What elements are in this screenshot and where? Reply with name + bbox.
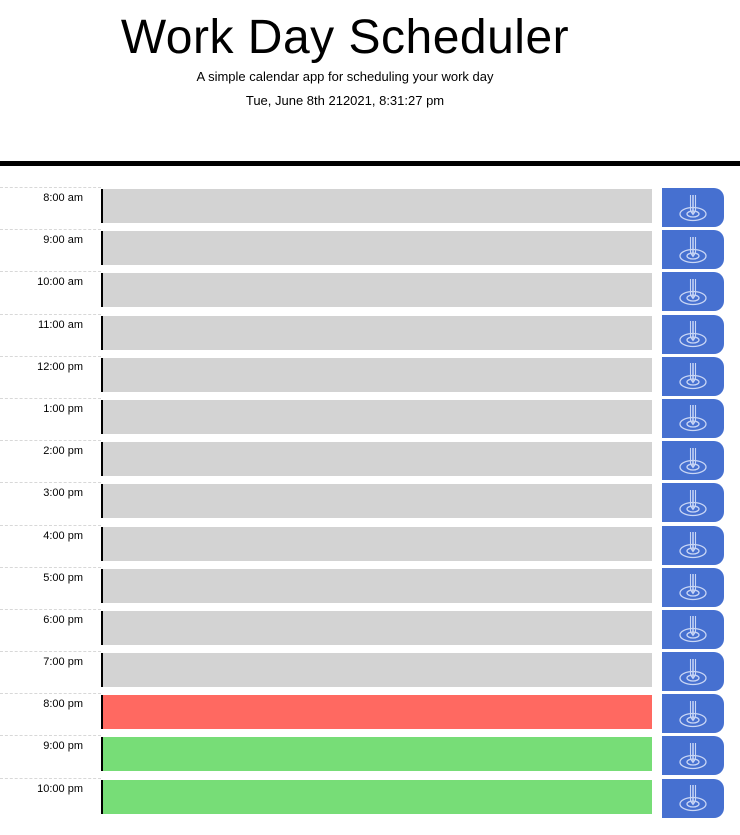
time-block-row: 1:00 pm (0, 397, 740, 440)
save-pin-icon (679, 742, 707, 770)
save-button[interactable] (662, 314, 724, 354)
time-block-row: 10:00 am (0, 271, 740, 313)
time-block-row: 7:00 pm (0, 651, 740, 693)
save-pin-icon (679, 363, 707, 390)
save-pin-icon (679, 532, 707, 559)
time-block-row: 6:00 pm (0, 608, 740, 651)
save-button[interactable] (662, 694, 724, 734)
hour-label: 7:00 pm (0, 651, 101, 692)
event-description-input[interactable] (101, 189, 652, 223)
save-pin-icon (679, 658, 707, 685)
time-block-row: 12:00 pm (0, 355, 740, 398)
time-block-row: 5:00 pm (0, 566, 740, 609)
save-pin-icon (679, 700, 707, 727)
save-button[interactable] (662, 483, 724, 523)
event-description-input[interactable] (101, 568, 652, 603)
event-description-input[interactable] (101, 273, 652, 308)
time-block-row: 3:00 pm (0, 482, 740, 524)
hour-label: 6:00 pm (0, 608, 101, 650)
current-datetime: Tue, June 8th 212021, 8:31:27 pm (245, 93, 445, 108)
event-description-input[interactable] (101, 442, 652, 477)
page-header: Work Day Scheduler A simple calendar app… (0, 0, 740, 158)
hour-label: 3:00 pm (0, 482, 101, 523)
save-pin-icon (679, 236, 707, 263)
event-description-input[interactable] (101, 779, 652, 814)
time-block-row: 9:00 pm (0, 735, 740, 777)
event-description-input[interactable] (101, 357, 652, 392)
hour-label: 10:00 am (0, 271, 101, 312)
hour-label: 5:00 pm (0, 566, 101, 608)
save-pin-icon (679, 321, 707, 348)
event-description-input[interactable] (101, 695, 652, 730)
save-pin-icon (679, 278, 707, 306)
hour-label: 11:00 am (0, 313, 101, 355)
save-pin-icon (679, 616, 707, 643)
hour-label: 8:00 am (0, 187, 101, 228)
event-description-input[interactable] (101, 737, 652, 772)
save-button[interactable] (662, 652, 724, 692)
page-subtitle: A simple calendar app for scheduling you… (196, 69, 494, 84)
header-divider (0, 161, 740, 166)
save-button[interactable] (662, 188, 724, 227)
save-button[interactable] (662, 736, 724, 776)
time-block-row: 4:00 pm (0, 524, 740, 567)
save-button[interactable] (662, 230, 724, 270)
event-description-input[interactable] (101, 315, 652, 350)
save-button[interactable] (662, 609, 724, 649)
time-block-list: 8:00 am 9:00 am 10:0 (0, 187, 740, 820)
event-description-input[interactable] (101, 231, 652, 266)
hour-label: 1:00 pm (0, 397, 101, 439)
time-block-row: 2:00 pm (0, 440, 740, 482)
hour-label: 2:00 pm (0, 440, 101, 481)
event-description-input[interactable] (101, 399, 652, 434)
hour-label: 8:00 pm (0, 693, 101, 734)
time-block-row: 8:00 pm (0, 693, 740, 735)
save-pin-icon (679, 574, 707, 601)
save-button[interactable] (662, 441, 724, 481)
hour-label: 12:00 pm (0, 355, 101, 397)
save-pin-icon (679, 785, 707, 812)
hour-label: 4:00 pm (0, 524, 101, 566)
time-block-row: 10:00 pm (0, 777, 740, 820)
save-button[interactable] (662, 356, 724, 396)
event-description-input[interactable] (101, 526, 652, 561)
save-button[interactable] (662, 567, 724, 607)
save-button[interactable] (662, 525, 724, 565)
hour-label: 9:00 am (0, 229, 101, 270)
time-block-row: 8:00 am (0, 187, 740, 229)
time-block-row: 9:00 am (0, 229, 740, 271)
save-button[interactable] (662, 272, 724, 312)
save-button[interactable] (662, 398, 724, 438)
save-pin-icon (679, 194, 707, 221)
time-block-row: 11:00 am (0, 313, 740, 356)
hour-label: 10:00 pm (0, 777, 101, 819)
save-pin-icon (679, 405, 707, 432)
event-description-input[interactable] (101, 610, 652, 645)
event-description-input[interactable] (101, 653, 652, 688)
hour-label: 9:00 pm (0, 735, 101, 776)
save-button[interactable] (662, 778, 724, 818)
save-pin-icon (679, 447, 707, 474)
save-pin-icon (679, 489, 707, 516)
event-description-input[interactable] (101, 484, 652, 519)
page-title: Work Day Scheduler (120, 11, 570, 64)
